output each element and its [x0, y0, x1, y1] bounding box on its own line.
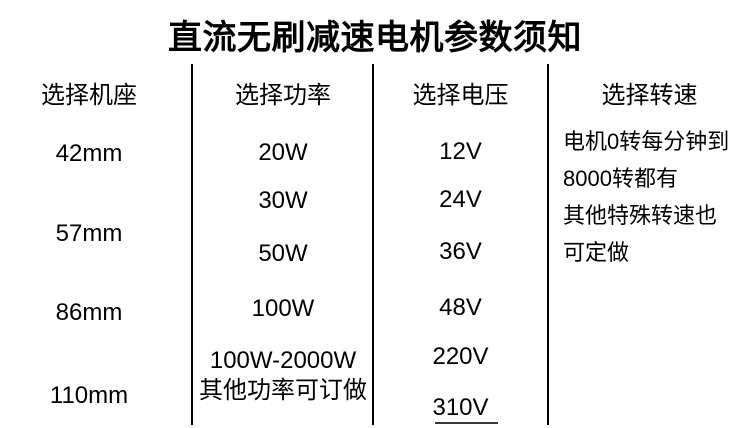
column-header-frame: 选择机座 [41, 82, 137, 109]
voltage-value: 12V [439, 138, 482, 165]
power-value: 30W [258, 187, 308, 214]
power-value: 100W [251, 295, 315, 322]
speed-description-line: 其他特殊转速也 [563, 203, 718, 228]
column-header-voltage: 选择电压 [412, 82, 509, 109]
power-custom-note: 其他功率可订做 [199, 377, 367, 404]
column-divider-1 [191, 64, 193, 425]
speed-description-line: 8000转都有 [563, 166, 678, 191]
speed-description: 电机0转每分钟到 8000转都有 其他特殊转速也 可定做 [563, 123, 748, 271]
frame-size-value: 42mm [55, 140, 123, 167]
voltage-value: 24V [439, 186, 482, 213]
power-value: 50W [258, 240, 308, 267]
frame-size-value: 110mm [49, 382, 129, 409]
page-title: 直流无刷减速电机参数须知 [168, 19, 582, 57]
frame-size-value: 57mm [55, 220, 123, 247]
speed-description-line: 可定做 [563, 240, 630, 265]
power-value: 20W [258, 139, 308, 166]
column-divider-2 [372, 64, 374, 425]
voltage-value: 48V [439, 294, 482, 321]
voltage-value: 220V [432, 343, 489, 370]
voltage-value: 310V [432, 394, 489, 421]
column-header-power: 选择功率 [235, 82, 331, 109]
column-divider-3 [547, 64, 549, 425]
power-value: 100W-2000W [209, 347, 357, 374]
speed-description-line: 电机0转每分钟到 [563, 129, 730, 154]
clipped-text-sliver [435, 422, 498, 424]
column-header-speed: 选择转速 [601, 82, 698, 109]
voltage-value: 36V [439, 238, 482, 265]
frame-size-value: 86mm [55, 299, 123, 326]
